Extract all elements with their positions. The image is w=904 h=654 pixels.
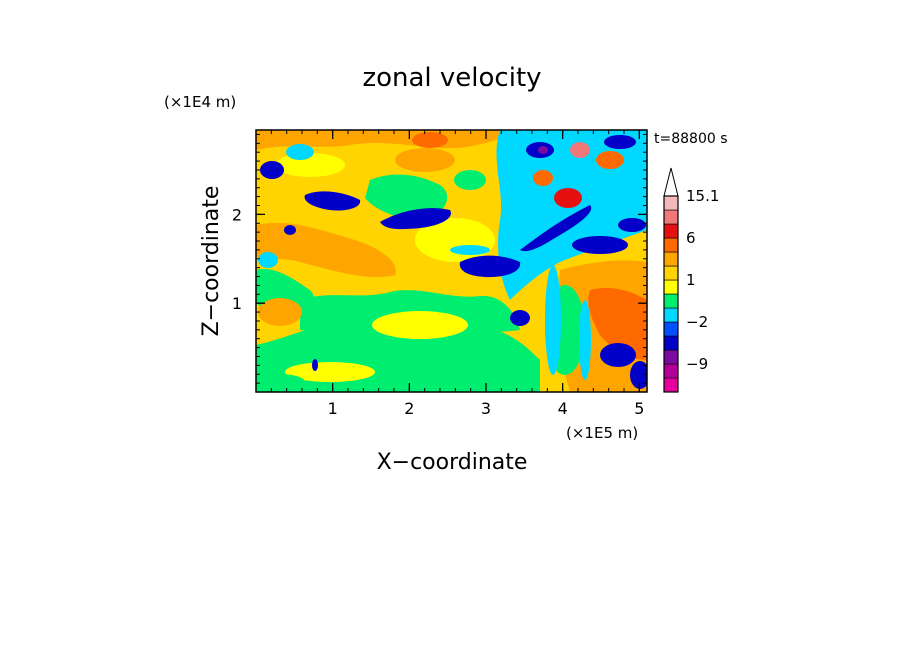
field-blue-band-2 bbox=[304, 191, 361, 211]
colorbar-swatch bbox=[663, 223, 679, 239]
field-purple-top bbox=[538, 146, 548, 154]
field-green-bottomleft bbox=[256, 374, 305, 390]
field-blue-topright bbox=[604, 135, 636, 149]
y-tick-label: 1 bbox=[232, 294, 242, 313]
colorbar-label: 6 bbox=[686, 229, 696, 247]
field-right-red bbox=[588, 288, 647, 360]
colorbar-label: −9 bbox=[686, 355, 708, 373]
field-orange-2 bbox=[258, 298, 302, 326]
colorbar-max-arrow bbox=[663, 167, 679, 197]
y-unit-label: (×1E4 m) bbox=[164, 93, 236, 111]
colorbar-swatch bbox=[663, 293, 679, 309]
x-tick-label: 4 bbox=[558, 399, 568, 418]
field-blue-left bbox=[260, 161, 284, 179]
colorbar-swatch bbox=[663, 209, 679, 225]
field-yellow-2 bbox=[285, 362, 375, 382]
x-tick-label: 1 bbox=[328, 399, 338, 418]
field-blue-right-low-2 bbox=[630, 361, 647, 389]
colorbar-label: 1 bbox=[686, 271, 696, 289]
plot-axes: 1 2 3 4 5 1 2 bbox=[232, 129, 648, 418]
field-blue-right-2 bbox=[618, 218, 646, 232]
x-axis-label: X−coordinate bbox=[377, 450, 528, 475]
colorbar-swatch bbox=[663, 195, 679, 211]
plot-frame bbox=[255, 129, 648, 393]
field-blue-small bbox=[312, 359, 318, 371]
colorbar-label: 15.1 bbox=[686, 187, 719, 205]
field-orange-3 bbox=[395, 148, 455, 172]
colorbar-swatch bbox=[663, 251, 679, 267]
y-tick-label: 2 bbox=[232, 205, 242, 224]
field-green-topmid bbox=[454, 170, 486, 190]
field-orange-top bbox=[256, 130, 520, 150]
colorbar-swatch bbox=[663, 363, 679, 379]
field-red-5 bbox=[412, 132, 448, 148]
field-blue-diag bbox=[520, 205, 592, 252]
colorbar-swatch bbox=[663, 349, 679, 365]
colorbar-frame bbox=[663, 195, 679, 393]
field-blue-right-low bbox=[600, 343, 636, 367]
field-right-cyan-2 bbox=[545, 265, 561, 375]
colorbar-swatch bbox=[663, 321, 679, 337]
field-red-4 bbox=[570, 142, 590, 158]
colorbar-swatch bbox=[663, 279, 679, 295]
velocity-field bbox=[256, 130, 647, 392]
field-orange-left bbox=[256, 222, 396, 278]
field-cyan-left bbox=[286, 144, 314, 160]
field-cyan-mid bbox=[450, 245, 490, 255]
colorbar-swatch bbox=[663, 335, 679, 351]
colorbar-swatch bbox=[663, 377, 679, 393]
field-right-cyan-3 bbox=[579, 300, 591, 380]
x-tick-label: 2 bbox=[404, 399, 414, 418]
colorbar-swatch bbox=[663, 237, 679, 253]
field-green-center bbox=[365, 174, 448, 219]
field-red-2 bbox=[533, 170, 553, 186]
field-blue-left-2 bbox=[284, 225, 296, 235]
field-blue-center bbox=[459, 255, 521, 278]
y-axis-label: Z−coordinate bbox=[199, 186, 224, 337]
field-yellow-1 bbox=[372, 311, 468, 339]
field-yellow-4 bbox=[275, 153, 345, 177]
field-blue-right bbox=[572, 236, 628, 254]
colorbar: 15.1 6 1 −2 −9 bbox=[663, 167, 719, 393]
x-tick-label: 5 bbox=[634, 399, 644, 418]
x-tick-label: 3 bbox=[481, 399, 491, 418]
x-unit-label: (×1E5 m) bbox=[566, 424, 638, 442]
chart-title: zonal velocity bbox=[362, 63, 541, 93]
colorbar-swatch bbox=[663, 307, 679, 323]
field-red-1 bbox=[554, 188, 582, 208]
colorbar-label: −2 bbox=[686, 313, 708, 331]
field-blue-mid bbox=[510, 310, 530, 326]
colorbar-swatch bbox=[663, 265, 679, 281]
field-red-3 bbox=[596, 151, 624, 169]
time-label: t=88800 s bbox=[654, 131, 728, 147]
field-cyan-left-2 bbox=[258, 252, 278, 268]
field-blue-band bbox=[380, 208, 451, 230]
